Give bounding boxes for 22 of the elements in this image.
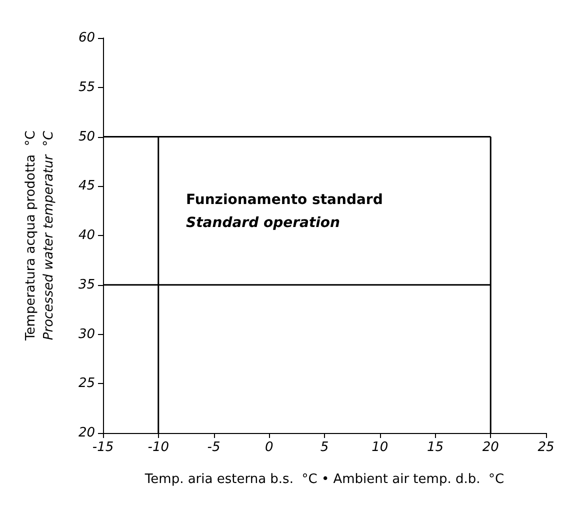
- y-tick-label: 45: [78, 178, 95, 194]
- x-tick-label: 20: [482, 440, 499, 455]
- y-axis-title: Temperatura acqua prodotta °C Processed water temperatur °C: [24, 130, 56, 342]
- annotation: Funzionamento standard: [186, 192, 383, 208]
- y-tick-label: 25: [78, 376, 95, 392]
- x-tick-label: -5: [207, 440, 220, 455]
- x-tick-label: 0: [264, 440, 274, 455]
- x-tick-label: 10: [372, 440, 388, 455]
- x-tick-label: 15: [426, 440, 444, 455]
- x-tick-label: -10: [148, 440, 169, 455]
- y-tick-label: 40: [78, 228, 95, 243]
- x-tick-label: -15: [92, 440, 114, 455]
- y-tick-label: 30: [78, 326, 95, 342]
- y-tick-label: 55: [78, 80, 95, 95]
- y-tick-label: 60: [78, 30, 95, 46]
- y-tick-label: 20: [78, 426, 95, 440]
- x-axis-title: Temp. aria esterna b.s. °C • Ambient air temp. d.b. °C: [144, 472, 504, 487]
- x-tick-label: 5: [320, 440, 329, 455]
- y-tick-label: 50: [78, 129, 95, 144]
- y-tick-label: 35: [78, 277, 95, 292]
- x-tick-label: 25: [538, 440, 554, 455]
- annotation: Standard operation: [186, 215, 340, 231]
